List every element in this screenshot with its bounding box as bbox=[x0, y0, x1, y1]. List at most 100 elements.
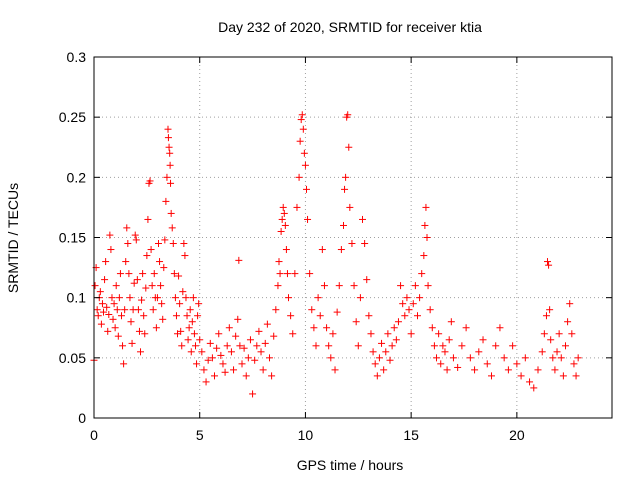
data-point bbox=[423, 234, 431, 241]
data-point bbox=[314, 294, 322, 302]
data-point bbox=[435, 330, 443, 338]
data-point bbox=[295, 173, 303, 181]
data-point bbox=[206, 339, 214, 347]
data-point bbox=[296, 137, 304, 145]
data-point bbox=[217, 351, 225, 359]
data-point bbox=[298, 111, 306, 119]
data-point bbox=[572, 372, 580, 380]
data-point bbox=[275, 258, 283, 266]
data-point bbox=[553, 348, 561, 356]
data-point bbox=[179, 288, 187, 296]
y-tick-label: 0 bbox=[78, 410, 86, 426]
data-point bbox=[204, 356, 212, 364]
data-point bbox=[190, 330, 198, 338]
data-point bbox=[367, 330, 375, 338]
data-point bbox=[244, 354, 252, 362]
data-point bbox=[268, 372, 276, 380]
data-point bbox=[373, 372, 381, 380]
data-point bbox=[341, 185, 349, 193]
data-point bbox=[574, 354, 582, 362]
data-point bbox=[142, 284, 150, 292]
data-point bbox=[113, 306, 121, 314]
data-point bbox=[110, 300, 118, 308]
data-point bbox=[454, 363, 462, 371]
data-point bbox=[437, 360, 445, 368]
y-tick-label: 0.05 bbox=[59, 350, 86, 366]
data-point bbox=[166, 149, 174, 157]
data-point bbox=[416, 294, 424, 302]
data-point bbox=[158, 300, 166, 308]
data-point bbox=[186, 306, 194, 314]
data-point bbox=[323, 324, 331, 332]
data-point bbox=[121, 306, 129, 314]
data-point bbox=[549, 354, 557, 362]
data-point bbox=[115, 294, 123, 302]
data-point bbox=[193, 360, 201, 368]
y-axis-title: SRMTID / TECUs bbox=[5, 183, 21, 293]
data-point bbox=[447, 318, 455, 326]
data-point bbox=[304, 215, 312, 223]
data-point bbox=[100, 308, 108, 316]
data-point bbox=[119, 342, 127, 350]
data-point bbox=[223, 342, 231, 350]
data-point bbox=[96, 288, 104, 296]
data-point bbox=[265, 354, 273, 362]
data-point bbox=[445, 336, 453, 344]
data-point bbox=[418, 270, 426, 278]
data-point bbox=[386, 356, 394, 364]
data-point bbox=[240, 344, 248, 352]
data-point bbox=[127, 318, 135, 326]
data-point bbox=[325, 342, 333, 350]
data-point bbox=[521, 354, 529, 362]
data-point bbox=[159, 315, 167, 323]
data-point bbox=[101, 276, 109, 284]
data-point bbox=[555, 330, 563, 338]
x-tick-label: 10 bbox=[298, 427, 314, 443]
data-point bbox=[180, 240, 188, 248]
data-point bbox=[139, 270, 147, 278]
data-point bbox=[238, 360, 246, 368]
data-point bbox=[433, 354, 441, 362]
data-point bbox=[384, 330, 392, 338]
data-point bbox=[378, 339, 386, 347]
data-point bbox=[196, 336, 204, 344]
data-point bbox=[235, 256, 243, 264]
data-point bbox=[300, 149, 308, 157]
data-point bbox=[167, 179, 175, 187]
data-point bbox=[540, 330, 548, 338]
data-point bbox=[125, 270, 133, 278]
data-point bbox=[277, 227, 285, 235]
data-point bbox=[441, 348, 449, 356]
data-point bbox=[568, 330, 576, 338]
data-point bbox=[390, 324, 398, 332]
data-point bbox=[487, 372, 495, 380]
data-point bbox=[359, 215, 367, 223]
data-point bbox=[255, 327, 263, 335]
data-point bbox=[133, 276, 141, 284]
data-point bbox=[407, 330, 415, 338]
data-point bbox=[103, 303, 111, 311]
data-point bbox=[208, 354, 216, 362]
x-tick-label: 5 bbox=[196, 427, 204, 443]
data-point bbox=[299, 125, 307, 133]
data-point bbox=[500, 354, 508, 362]
data-point bbox=[221, 368, 229, 376]
data-point bbox=[183, 312, 191, 320]
data-point bbox=[135, 327, 143, 335]
data-point bbox=[93, 306, 101, 314]
data-point bbox=[345, 143, 353, 151]
data-point bbox=[102, 258, 110, 266]
data-point bbox=[394, 318, 402, 326]
data-point bbox=[272, 306, 280, 314]
data-point bbox=[161, 236, 169, 244]
data-point bbox=[263, 320, 271, 328]
data-point bbox=[164, 125, 172, 133]
data-point bbox=[105, 311, 113, 319]
data-point bbox=[371, 360, 379, 368]
y-tick-label: 0.3 bbox=[67, 49, 87, 65]
data-point bbox=[138, 296, 146, 304]
data-point bbox=[333, 308, 341, 316]
data-point bbox=[246, 336, 254, 344]
data-point bbox=[165, 143, 173, 151]
